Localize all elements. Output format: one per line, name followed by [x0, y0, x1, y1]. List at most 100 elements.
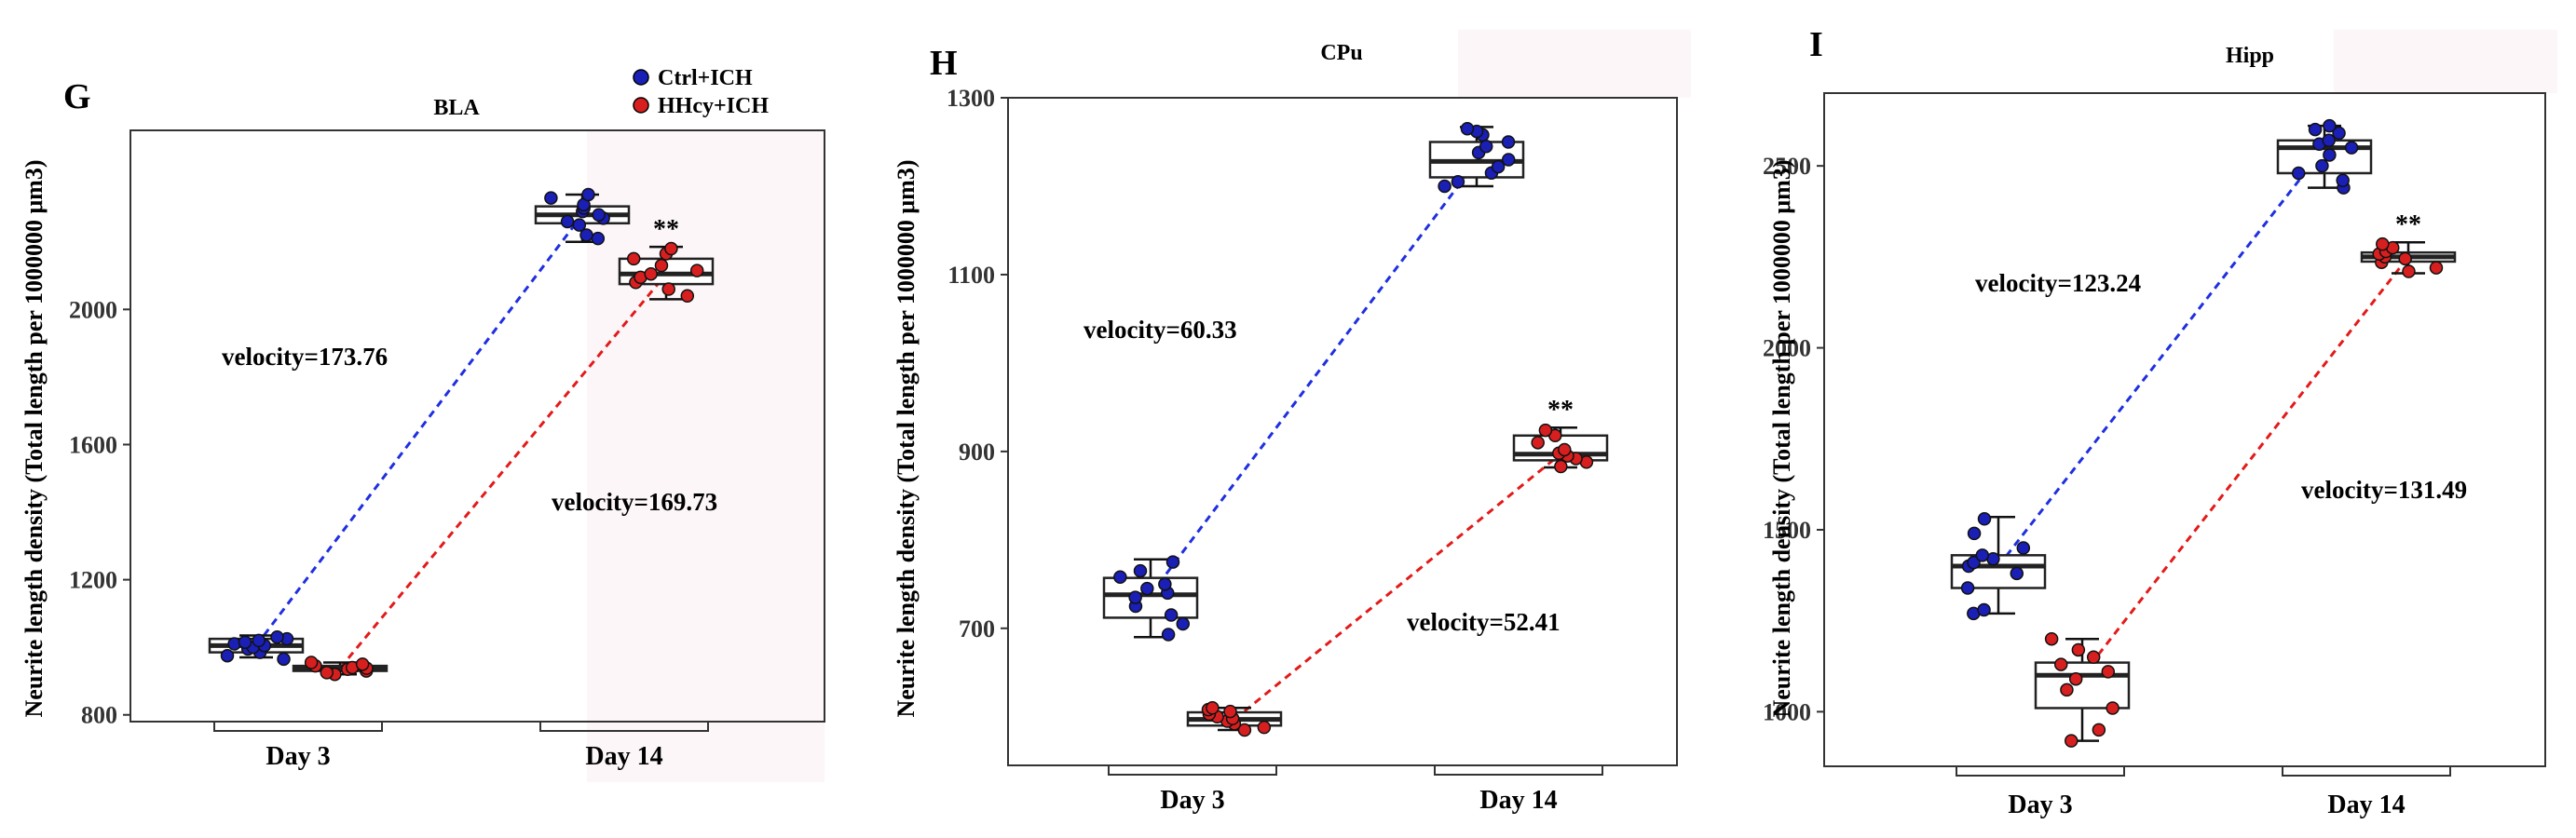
panel-letter: H — [930, 44, 958, 83]
data-point — [1158, 577, 1172, 591]
box-ctrl-day14 — [1428, 121, 1525, 194]
data-point — [1501, 135, 1516, 149]
data-point — [304, 656, 319, 669]
y-tick-label: 1600 — [69, 431, 117, 458]
data-point — [579, 228, 593, 242]
data-point — [680, 289, 695, 304]
data-point — [1176, 616, 1190, 631]
y-tick-label: 1500 — [1763, 517, 1811, 544]
data-point — [1133, 563, 1148, 578]
data-point — [1531, 436, 1545, 450]
plot-frame — [1007, 97, 1678, 766]
significance-marker: ** — [653, 215, 679, 244]
panel-title: BLA — [433, 96, 480, 120]
data-point — [1460, 121, 1475, 136]
data-point — [1501, 153, 1516, 167]
data-point — [252, 633, 266, 648]
y-tick-label: 2000 — [69, 296, 117, 323]
data-point — [2044, 631, 2059, 646]
shaded-region — [1458, 30, 1691, 98]
data-point — [2060, 683, 2074, 697]
y-tick-label: 1200 — [69, 567, 117, 594]
data-point — [2106, 701, 2119, 715]
plot-frame — [1823, 92, 2546, 767]
x-category-label: Day 3 — [1160, 786, 1224, 815]
velocity-line — [2080, 255, 2410, 677]
box-ctrl-day3 — [1102, 555, 1199, 642]
data-point — [2322, 133, 2336, 148]
data-point — [1967, 555, 1981, 570]
data-point — [2010, 566, 2024, 581]
legend-marker-ctrl — [633, 69, 649, 86]
data-point — [277, 652, 291, 667]
box-hhcy-day14 — [2360, 237, 2457, 278]
data-point — [1967, 526, 1982, 541]
data-point — [2016, 541, 2031, 555]
data-point — [2336, 173, 2350, 188]
data-point — [1479, 139, 1493, 154]
legend-label-hhcy: HHcy+ICH — [658, 94, 769, 118]
data-point — [1491, 159, 1506, 174]
data-point — [1558, 442, 1572, 457]
velocity-label: velocity=131.49 — [2301, 476, 2467, 504]
data-point — [654, 258, 669, 273]
x-category-bracket — [539, 722, 709, 732]
significance-marker: ** — [1547, 396, 1574, 425]
x-category-label: Day 14 — [585, 742, 662, 771]
velocity-line — [1149, 160, 1479, 596]
box-hhcy-day14 — [618, 241, 715, 304]
x-category-label: Day 3 — [266, 742, 330, 771]
data-point — [644, 266, 658, 281]
x-category-label: Day 3 — [2008, 791, 2072, 819]
significance-marker: ** — [2395, 210, 2421, 239]
data-point — [1128, 590, 1142, 604]
data-point — [2068, 671, 2083, 686]
data-point — [2344, 141, 2359, 155]
velocity-label: velocity=60.33 — [1084, 316, 1237, 344]
x-category-bracket — [213, 722, 383, 732]
plot-frame — [129, 129, 825, 723]
legend-label-ctrl: Ctrl+ICH — [658, 66, 753, 90]
velocity-line — [1233, 453, 1561, 721]
box-hhcy-day14 — [1512, 423, 1609, 474]
data-point — [2398, 251, 2412, 266]
data-point — [238, 635, 252, 649]
x-category-bracket — [1434, 765, 1603, 776]
data-point — [1960, 581, 1975, 595]
legend: Ctrl+ICH HHcy+ICH — [633, 66, 769, 118]
data-point — [320, 666, 334, 680]
panel-title: CPu — [1320, 41, 1362, 65]
data-point — [2402, 264, 2416, 278]
data-point — [220, 648, 235, 663]
data-point — [2086, 650, 2101, 665]
x-category-bracket — [1956, 766, 2125, 777]
panel-h: H CPu 700 900 1100 1300 Neurite length density… — [893, 30, 1691, 815]
y-tick-label: 2500 — [1763, 153, 1811, 180]
y-tick-label: 1000 — [1763, 698, 1811, 725]
data-point — [626, 251, 641, 266]
data-point — [1975, 548, 1990, 562]
data-point — [2315, 158, 2329, 173]
box-hhcy-day3 — [1186, 701, 1283, 737]
data-point — [560, 214, 575, 229]
data-point — [1223, 704, 1237, 719]
data-point — [1206, 701, 1220, 715]
x-category-label: Day 14 — [2327, 791, 2405, 819]
data-point — [1237, 723, 1252, 737]
data-point — [1113, 570, 1127, 584]
velocity-label: velocity=123.24 — [1975, 269, 2141, 297]
panel-letter: G — [63, 77, 91, 116]
panel-title: Hipp — [2226, 44, 2274, 68]
data-point — [2429, 261, 2444, 275]
box-hhcy-day3 — [292, 656, 388, 682]
box-ctrl-day3 — [208, 630, 305, 667]
box-hhcy-day3 — [2034, 631, 2131, 748]
data-point — [2064, 734, 2079, 748]
data-point — [270, 630, 284, 644]
data-point — [1140, 581, 1154, 596]
y-tick-label: 1300 — [947, 85, 995, 112]
data-point — [592, 208, 606, 222]
